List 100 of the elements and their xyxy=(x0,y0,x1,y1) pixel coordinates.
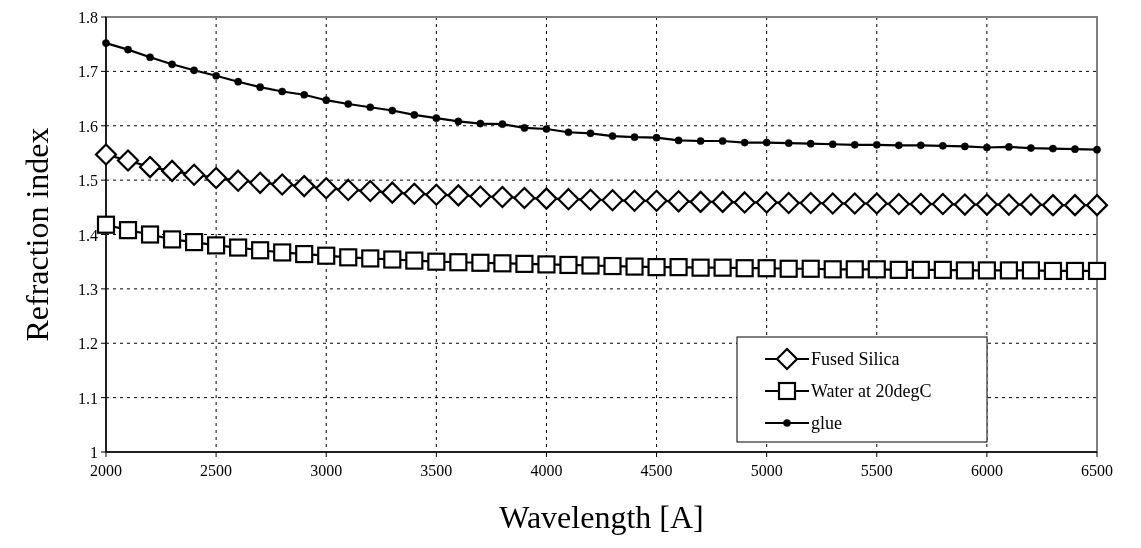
point xyxy=(278,87,287,96)
point xyxy=(471,253,490,272)
point xyxy=(696,137,705,145)
point xyxy=(938,142,947,150)
point xyxy=(476,119,485,128)
point xyxy=(94,143,118,166)
point xyxy=(520,124,529,132)
point xyxy=(865,192,888,215)
point xyxy=(887,192,910,216)
legend-label: Fused Silica xyxy=(811,349,900,369)
point xyxy=(403,182,426,205)
point xyxy=(983,143,991,152)
point xyxy=(1071,145,1079,153)
point xyxy=(366,103,375,112)
y-axis-title: Refraction index xyxy=(19,127,55,342)
point xyxy=(801,259,820,278)
point xyxy=(777,191,800,215)
x-tick-label: 6500 xyxy=(1081,462,1113,479)
point xyxy=(845,260,864,279)
point xyxy=(757,259,776,278)
point xyxy=(762,138,771,147)
point xyxy=(674,136,683,145)
point xyxy=(469,185,492,208)
y-tick-label: 1.4 xyxy=(78,226,98,244)
x-axis-title: Wavelength [A] xyxy=(499,499,704,535)
point xyxy=(735,259,754,278)
x-tick-label: 5000 xyxy=(750,462,783,479)
point xyxy=(491,185,514,209)
y-tick-label: 1.5 xyxy=(78,172,98,190)
point xyxy=(931,192,954,216)
point xyxy=(1093,145,1101,154)
point xyxy=(427,252,446,271)
point xyxy=(909,192,932,216)
y-tick-label: 1 xyxy=(90,444,98,461)
point xyxy=(425,183,448,206)
point xyxy=(975,193,998,216)
point xyxy=(118,221,138,240)
point xyxy=(718,137,727,145)
point xyxy=(1087,261,1107,281)
point xyxy=(251,241,270,260)
point xyxy=(1063,194,1087,217)
point xyxy=(608,132,617,140)
point xyxy=(669,258,688,277)
point xyxy=(997,193,1021,216)
point xyxy=(449,253,468,272)
point xyxy=(405,251,424,270)
point xyxy=(961,142,969,151)
x-tick-label: 2000 xyxy=(90,462,122,479)
point xyxy=(146,53,154,62)
point xyxy=(689,190,712,213)
point xyxy=(207,236,226,255)
point xyxy=(850,140,859,149)
point xyxy=(755,191,778,214)
point xyxy=(911,260,930,279)
point xyxy=(933,260,952,279)
point xyxy=(295,244,314,264)
point xyxy=(454,117,463,126)
point xyxy=(564,128,573,137)
point xyxy=(916,141,925,150)
point xyxy=(557,188,580,211)
point xyxy=(977,261,996,280)
point xyxy=(733,191,756,214)
point xyxy=(799,191,822,215)
point xyxy=(1027,144,1035,152)
point xyxy=(1043,261,1063,281)
point xyxy=(293,175,316,198)
point xyxy=(515,254,534,273)
x-tick-label: 6000 xyxy=(970,462,1003,479)
point xyxy=(140,225,160,244)
point xyxy=(740,138,749,147)
point xyxy=(190,66,198,75)
point xyxy=(645,189,668,212)
point xyxy=(1065,261,1085,281)
point xyxy=(271,173,294,196)
point xyxy=(160,159,184,182)
point xyxy=(667,190,690,213)
point xyxy=(586,129,595,138)
point xyxy=(630,133,639,142)
point xyxy=(1049,144,1057,153)
point xyxy=(381,181,404,204)
point xyxy=(828,140,837,149)
point xyxy=(361,249,380,268)
point xyxy=(116,149,140,172)
point xyxy=(1021,261,1041,280)
point xyxy=(713,258,732,277)
point xyxy=(205,166,228,190)
point xyxy=(168,60,176,69)
point xyxy=(872,140,881,149)
x-tick-label: 4500 xyxy=(640,462,673,479)
point xyxy=(182,163,206,186)
point xyxy=(1085,194,1109,217)
point xyxy=(1041,194,1065,217)
point xyxy=(498,120,507,128)
point xyxy=(953,193,976,216)
point xyxy=(317,246,336,265)
point xyxy=(339,248,358,267)
x-tick-label: 3500 xyxy=(420,462,453,479)
point xyxy=(601,189,624,212)
point xyxy=(779,259,798,278)
point xyxy=(234,77,242,86)
